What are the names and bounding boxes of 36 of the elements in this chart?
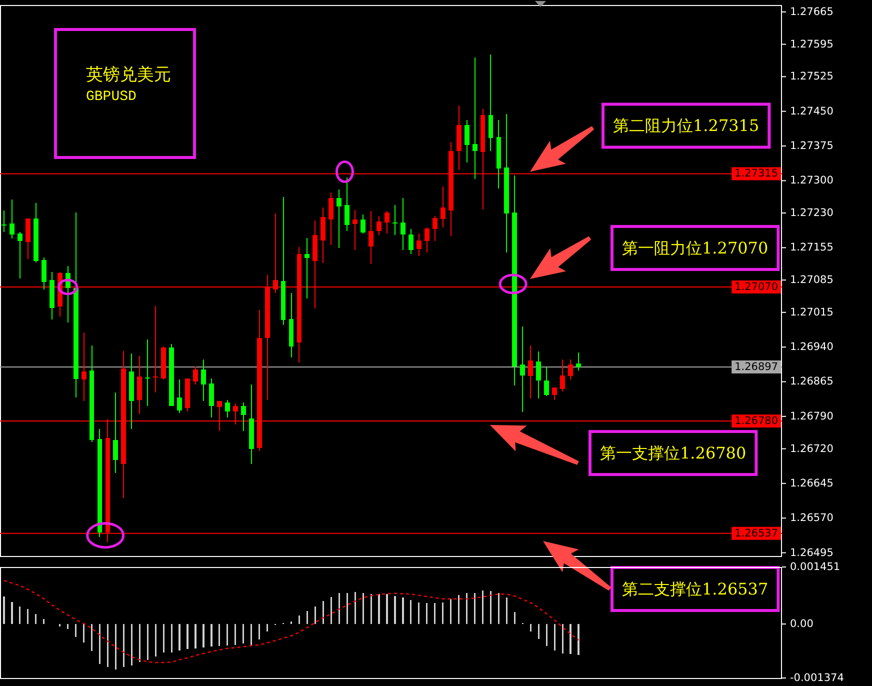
y-tick-label: 1.27595 — [790, 38, 834, 50]
ref-line-label: 1.27070 — [734, 280, 778, 293]
y-tick-label: 0.00 — [790, 618, 814, 630]
y-tick-label: 1.26940 — [790, 341, 834, 354]
y-tick-label: 1.27375 — [790, 140, 834, 152]
ref-line-label: 1.26780 — [732, 414, 781, 428]
text: 英镑兑美元 — [86, 65, 171, 85]
y-tick-label: 0.001451 — [790, 561, 840, 573]
y-tick-label: 1.26865 — [790, 376, 834, 388]
ref-line-label: 1.26537 — [734, 527, 778, 540]
y-tick-label: 1.26645 — [790, 477, 834, 490]
y-tick-label: 1.27450 — [790, 105, 834, 118]
y-tick-label: 1.27300 — [790, 174, 834, 187]
y-tick-label: 1.27015 — [790, 306, 834, 318]
y-tick-label: 1.26495 — [790, 546, 834, 559]
ref-line-label: 1.26897 — [732, 360, 781, 374]
y-tick-label: 1.27525 — [790, 70, 834, 83]
ref-line-label: 1.26537 — [732, 526, 781, 540]
y-tick-label: 1.27155 — [790, 242, 834, 254]
y-tick-label: 1.26720 — [790, 442, 834, 455]
ref-line-label: 1.27315 — [734, 168, 778, 180]
y-tick-label: 1.27085 — [790, 274, 834, 286]
ref-line-label: 1.27070 — [732, 280, 781, 294]
y-tick-label: 1.27230 — [790, 207, 834, 220]
y-tick-label: 1.26570 — [790, 512, 834, 524]
annotation: 第二支撑位1.26537 — [622, 580, 768, 598]
annotation: 第一阻力位1.27070 — [622, 238, 768, 258]
text: GBPUSD — [86, 89, 136, 105]
annotation: 第二阻力位1.27315 — [613, 116, 760, 136]
y-tick-label: 1.26790 — [790, 410, 834, 422]
annotation: 第一支撑位1.26780 — [600, 444, 746, 463]
y-tick-label: -0.001374 — [790, 672, 844, 684]
ref-line-label: 1.27315 — [732, 167, 781, 180]
y-tick-label: 1.27665 — [790, 6, 834, 18]
ref-line-label: 1.26897 — [734, 360, 778, 373]
ref-line-label: 1.26780 — [734, 415, 778, 428]
